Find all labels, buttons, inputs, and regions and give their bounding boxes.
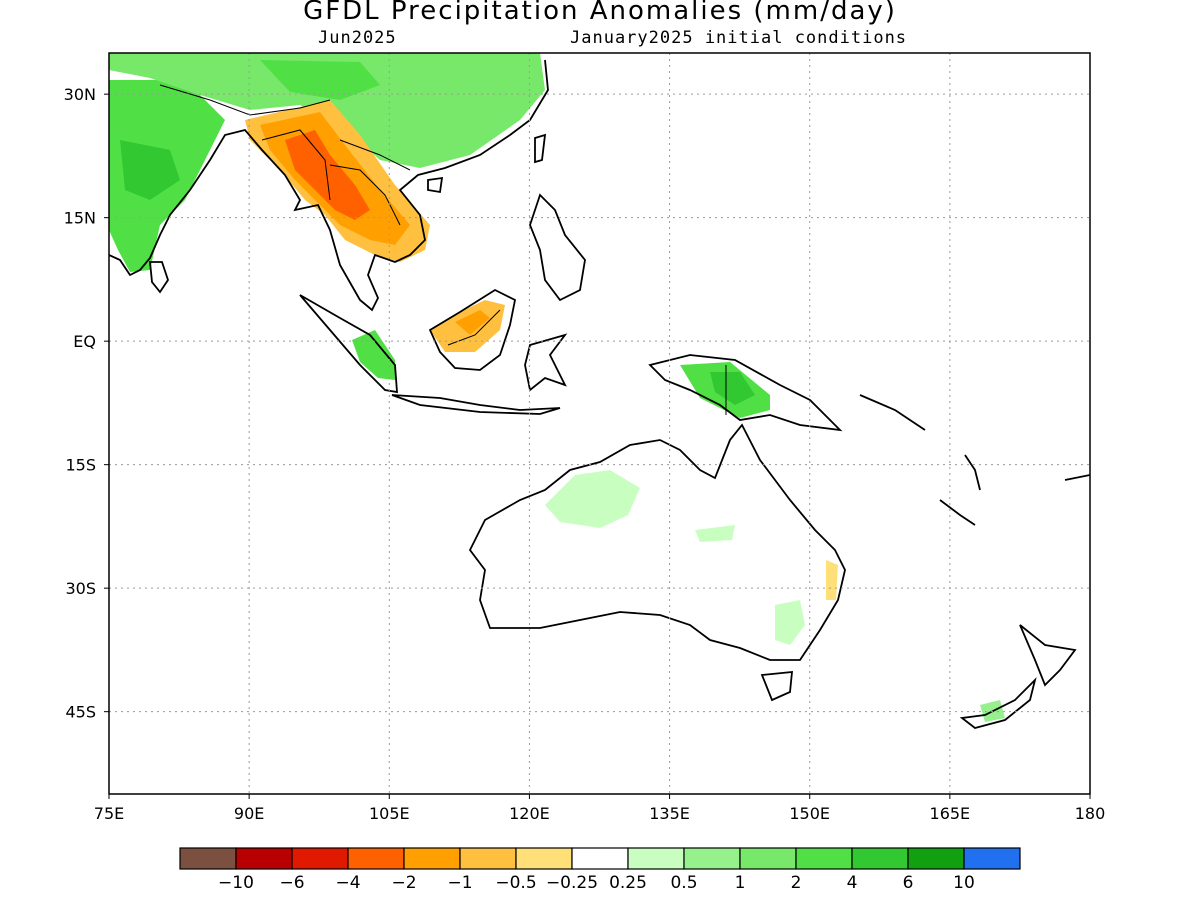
solomon-islands-coast xyxy=(859,394,926,431)
colorbar-swatch xyxy=(515,847,573,870)
philippines-coast xyxy=(529,193,586,302)
latitude-axis: 30N 15N EQ 15S 30S 45S xyxy=(64,85,109,722)
colorbar-label: 2 xyxy=(791,873,802,893)
gridlines xyxy=(109,53,1090,794)
colorbar: −10 −6 −4 −2 −1 −0.5 −0.25 0.25 0.5 1 2 4 6 10 xyxy=(179,847,1021,893)
java-coast xyxy=(391,394,561,415)
lon-tick-label: 90E xyxy=(234,804,264,823)
coastlines xyxy=(109,59,1090,729)
southeast-australia-wet xyxy=(775,600,805,645)
himalaya-border xyxy=(159,84,331,116)
vanuatu-coast xyxy=(964,454,981,491)
sulawesi-coast xyxy=(524,333,568,392)
colorbar-label: −2 xyxy=(391,873,416,893)
asia-mainland-coast xyxy=(109,59,549,312)
china-wet-core xyxy=(260,60,380,100)
central-australia-wet xyxy=(695,525,735,542)
lon-tick-label: 105E xyxy=(369,804,410,823)
colorbar-swatch xyxy=(683,847,741,870)
lat-tick-label: 30N xyxy=(64,85,96,104)
colorbar-label: 10 xyxy=(953,873,975,893)
colorbar-label: 4 xyxy=(847,873,858,893)
forecast-month: Jun2025 xyxy=(318,28,397,48)
lon-tick-label: 150E xyxy=(789,804,830,823)
lat-tick-label: EQ xyxy=(73,332,96,351)
australia-coast xyxy=(468,423,846,661)
colorbar-label: −0.25 xyxy=(546,873,598,893)
thailand-laos-border xyxy=(329,164,401,226)
sri-lanka-coast xyxy=(149,261,169,294)
lat-tick-label: 15N xyxy=(64,209,96,228)
lon-tick-label: 180 xyxy=(1075,804,1106,823)
colorbar-swatch xyxy=(627,847,685,870)
anomaly-shading xyxy=(109,53,1005,722)
colorbar-label: −6 xyxy=(279,873,304,893)
initial-conditions: January2025 initial conditions xyxy=(570,28,908,48)
colorbar-swatch xyxy=(459,847,517,870)
colorbar-label: 0.25 xyxy=(609,873,647,893)
colorbar-label: −4 xyxy=(335,873,360,893)
colorbar-label: 0.5 xyxy=(670,873,697,893)
colorbar-swatch xyxy=(403,847,461,870)
fiji-coast xyxy=(1064,474,1090,481)
map-title: GFDL Precipitation Anomalies (mm/day) xyxy=(303,0,897,26)
lat-tick-label: 15S xyxy=(65,456,96,475)
colorbar-label: 1 xyxy=(735,873,746,893)
colorbar-swatch xyxy=(963,847,1021,870)
colorbar-swatch xyxy=(571,847,629,870)
hainan-coast xyxy=(427,176,444,194)
lat-tick-label: 45S xyxy=(65,703,96,722)
borneo-coast xyxy=(428,288,517,371)
lat-tick-label: 30S xyxy=(65,579,96,598)
new-caledonia-coast xyxy=(939,499,976,526)
colorbar-swatch xyxy=(179,847,237,870)
colorbar-label: −0.5 xyxy=(495,873,536,893)
colorbar-label: −10 xyxy=(218,873,254,893)
colorbar-swatch xyxy=(851,847,909,870)
colorbar-swatch xyxy=(291,847,349,870)
colorbar-swatch xyxy=(907,847,965,870)
borneo-dry-core xyxy=(455,310,490,335)
country-borders xyxy=(159,84,727,415)
north-australia-wet xyxy=(545,470,640,528)
sumatra-coast xyxy=(299,294,398,394)
lon-tick-label: 165E xyxy=(930,804,971,823)
india-wet-core xyxy=(120,140,180,200)
colorbar-swatch xyxy=(739,847,797,870)
east-australia-dry xyxy=(826,560,838,600)
indochina-dry-core xyxy=(285,130,370,220)
new-zealand-north-coast xyxy=(1019,624,1077,687)
colorbar-swatch xyxy=(235,847,293,870)
tasmania-coast xyxy=(760,670,794,702)
new-guinea-wet-core xyxy=(710,372,755,405)
new-zealand-south-coast xyxy=(959,677,1037,729)
longitude-axis: 75E 90E 105E 120E 135E 150E 165E 180 xyxy=(94,794,1106,823)
taiwan-coast xyxy=(534,133,547,164)
lon-tick-label: 135E xyxy=(649,804,690,823)
new-guinea-coast xyxy=(648,354,843,432)
map-frame xyxy=(108,52,1091,795)
lon-tick-label: 75E xyxy=(94,804,124,823)
china-vietnam-border xyxy=(339,139,411,171)
sumatra-wet xyxy=(352,330,395,380)
colorbar-label: 6 xyxy=(903,873,914,893)
colorbar-swatch xyxy=(795,847,853,870)
myanmar-border xyxy=(261,129,331,201)
colorbar-swatch xyxy=(347,847,405,870)
colorbar-label: −1 xyxy=(447,873,472,893)
lon-tick-label: 120E xyxy=(509,804,550,823)
